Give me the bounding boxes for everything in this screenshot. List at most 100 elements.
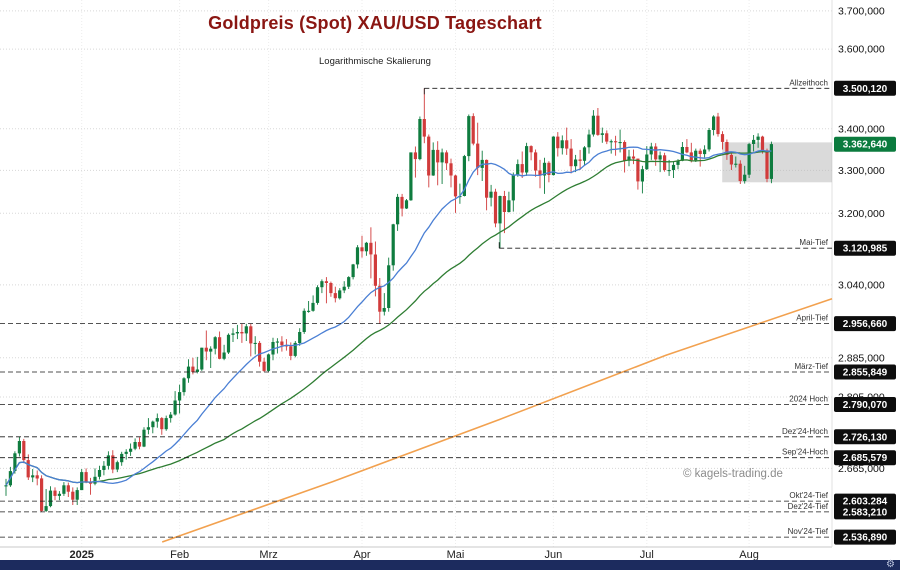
candle bbox=[26, 454, 30, 480]
candle bbox=[534, 149, 538, 177]
candle bbox=[707, 128, 711, 152]
candle bbox=[315, 285, 320, 305]
svg-text:2.956,660: 2.956,660 bbox=[843, 319, 888, 330]
candle bbox=[146, 418, 150, 435]
candle bbox=[200, 347, 204, 371]
candle bbox=[476, 122, 480, 176]
x-axis-month-label: Jun bbox=[545, 549, 563, 560]
candle bbox=[493, 188, 498, 228]
candle bbox=[387, 257, 391, 312]
candle bbox=[355, 245, 360, 269]
candle bbox=[756, 133, 760, 148]
price-badge: 3.500,120 bbox=[834, 80, 896, 96]
candle bbox=[400, 193, 404, 217]
level-label: März-Tief bbox=[795, 362, 829, 371]
candle bbox=[231, 328, 235, 342]
candle bbox=[298, 328, 302, 346]
svg-text:2.583,210: 2.583,210 bbox=[843, 507, 888, 518]
price-badge: 2.726,130 bbox=[834, 429, 896, 445]
candle bbox=[444, 150, 449, 170]
candle bbox=[623, 140, 627, 173]
candle bbox=[574, 154, 578, 173]
candle bbox=[178, 384, 182, 414]
candle bbox=[160, 417, 164, 435]
candle bbox=[569, 139, 573, 174]
candle bbox=[253, 336, 257, 355]
candle bbox=[467, 114, 471, 162]
candle bbox=[413, 146, 417, 178]
candle bbox=[218, 331, 222, 360]
candle bbox=[89, 477, 93, 495]
candle bbox=[22, 438, 26, 464]
price-badge: 2.685,579 bbox=[834, 450, 896, 466]
candle bbox=[631, 149, 636, 165]
candle bbox=[640, 165, 644, 194]
x-axis-month-label: Apr bbox=[353, 549, 370, 560]
candle bbox=[436, 141, 440, 186]
candle bbox=[48, 486, 53, 508]
candle bbox=[485, 159, 489, 211]
y-axis-tick: 3.300,000 bbox=[838, 165, 885, 177]
candle bbox=[137, 437, 142, 450]
candle bbox=[164, 415, 168, 431]
candle bbox=[440, 148, 444, 184]
svg-text:2.603,284: 2.603,284 bbox=[843, 497, 888, 508]
candle bbox=[71, 487, 75, 505]
level-label: Allzeithoch bbox=[789, 78, 828, 87]
candle bbox=[449, 158, 453, 188]
candle bbox=[689, 142, 693, 163]
candle bbox=[578, 149, 582, 170]
candle bbox=[520, 151, 524, 178]
candle bbox=[729, 151, 733, 170]
candle bbox=[636, 158, 640, 190]
level-label: Okt'24-Tief bbox=[789, 491, 828, 500]
candle bbox=[57, 491, 61, 501]
level-label: Mai-Tief bbox=[799, 238, 828, 247]
candles-layer bbox=[4, 88, 773, 512]
candle bbox=[124, 449, 128, 460]
candle bbox=[244, 323, 248, 341]
chart-subtitle: Logarithmische Skalierung bbox=[319, 56, 431, 67]
candle bbox=[222, 344, 226, 361]
level-label: Sep'24-Hoch bbox=[782, 448, 828, 457]
candle bbox=[565, 127, 569, 155]
y-axis-tick: 2.665,000 bbox=[838, 463, 885, 475]
candle bbox=[551, 136, 555, 176]
ma-blue-line bbox=[5, 146, 772, 486]
candle bbox=[307, 301, 311, 313]
gridlines-layer bbox=[0, 0, 833, 548]
candle bbox=[17, 436, 21, 457]
candle bbox=[320, 279, 324, 294]
candle bbox=[560, 135, 564, 155]
price-badge: 2.583,210 bbox=[834, 504, 896, 520]
settings-gear-icon[interactable]: ⚙ bbox=[886, 559, 895, 570]
candle bbox=[694, 148, 698, 162]
candle bbox=[511, 172, 515, 212]
candle bbox=[609, 139, 613, 154]
candle bbox=[62, 482, 66, 496]
svg-text:2.685,579: 2.685,579 bbox=[843, 453, 888, 464]
candle bbox=[404, 199, 409, 209]
candle bbox=[4, 478, 8, 496]
candle bbox=[102, 461, 106, 476]
candle bbox=[703, 145, 707, 158]
candle bbox=[66, 482, 70, 497]
candle bbox=[591, 110, 595, 137]
candle bbox=[338, 288, 342, 300]
level-label: April-Tief bbox=[796, 314, 828, 323]
candle bbox=[671, 161, 676, 178]
candle bbox=[106, 451, 110, 470]
svg-text:3.120,985: 3.120,985 bbox=[843, 244, 888, 255]
chart-title: Goldpreis (Spot) XAU/USD Tageschart bbox=[208, 13, 542, 33]
y-axis-tick: 3.600,000 bbox=[838, 44, 885, 56]
candle bbox=[453, 174, 458, 213]
candle bbox=[382, 293, 386, 316]
candle bbox=[97, 465, 102, 480]
y-axis-tick: 3.200,000 bbox=[838, 208, 885, 220]
candle bbox=[720, 131, 725, 150]
svg-text:2.536,890: 2.536,890 bbox=[843, 533, 888, 544]
candle bbox=[351, 263, 355, 280]
candle bbox=[84, 468, 88, 484]
x-axis-month-label: Mrz bbox=[259, 549, 277, 560]
candle bbox=[409, 152, 413, 201]
